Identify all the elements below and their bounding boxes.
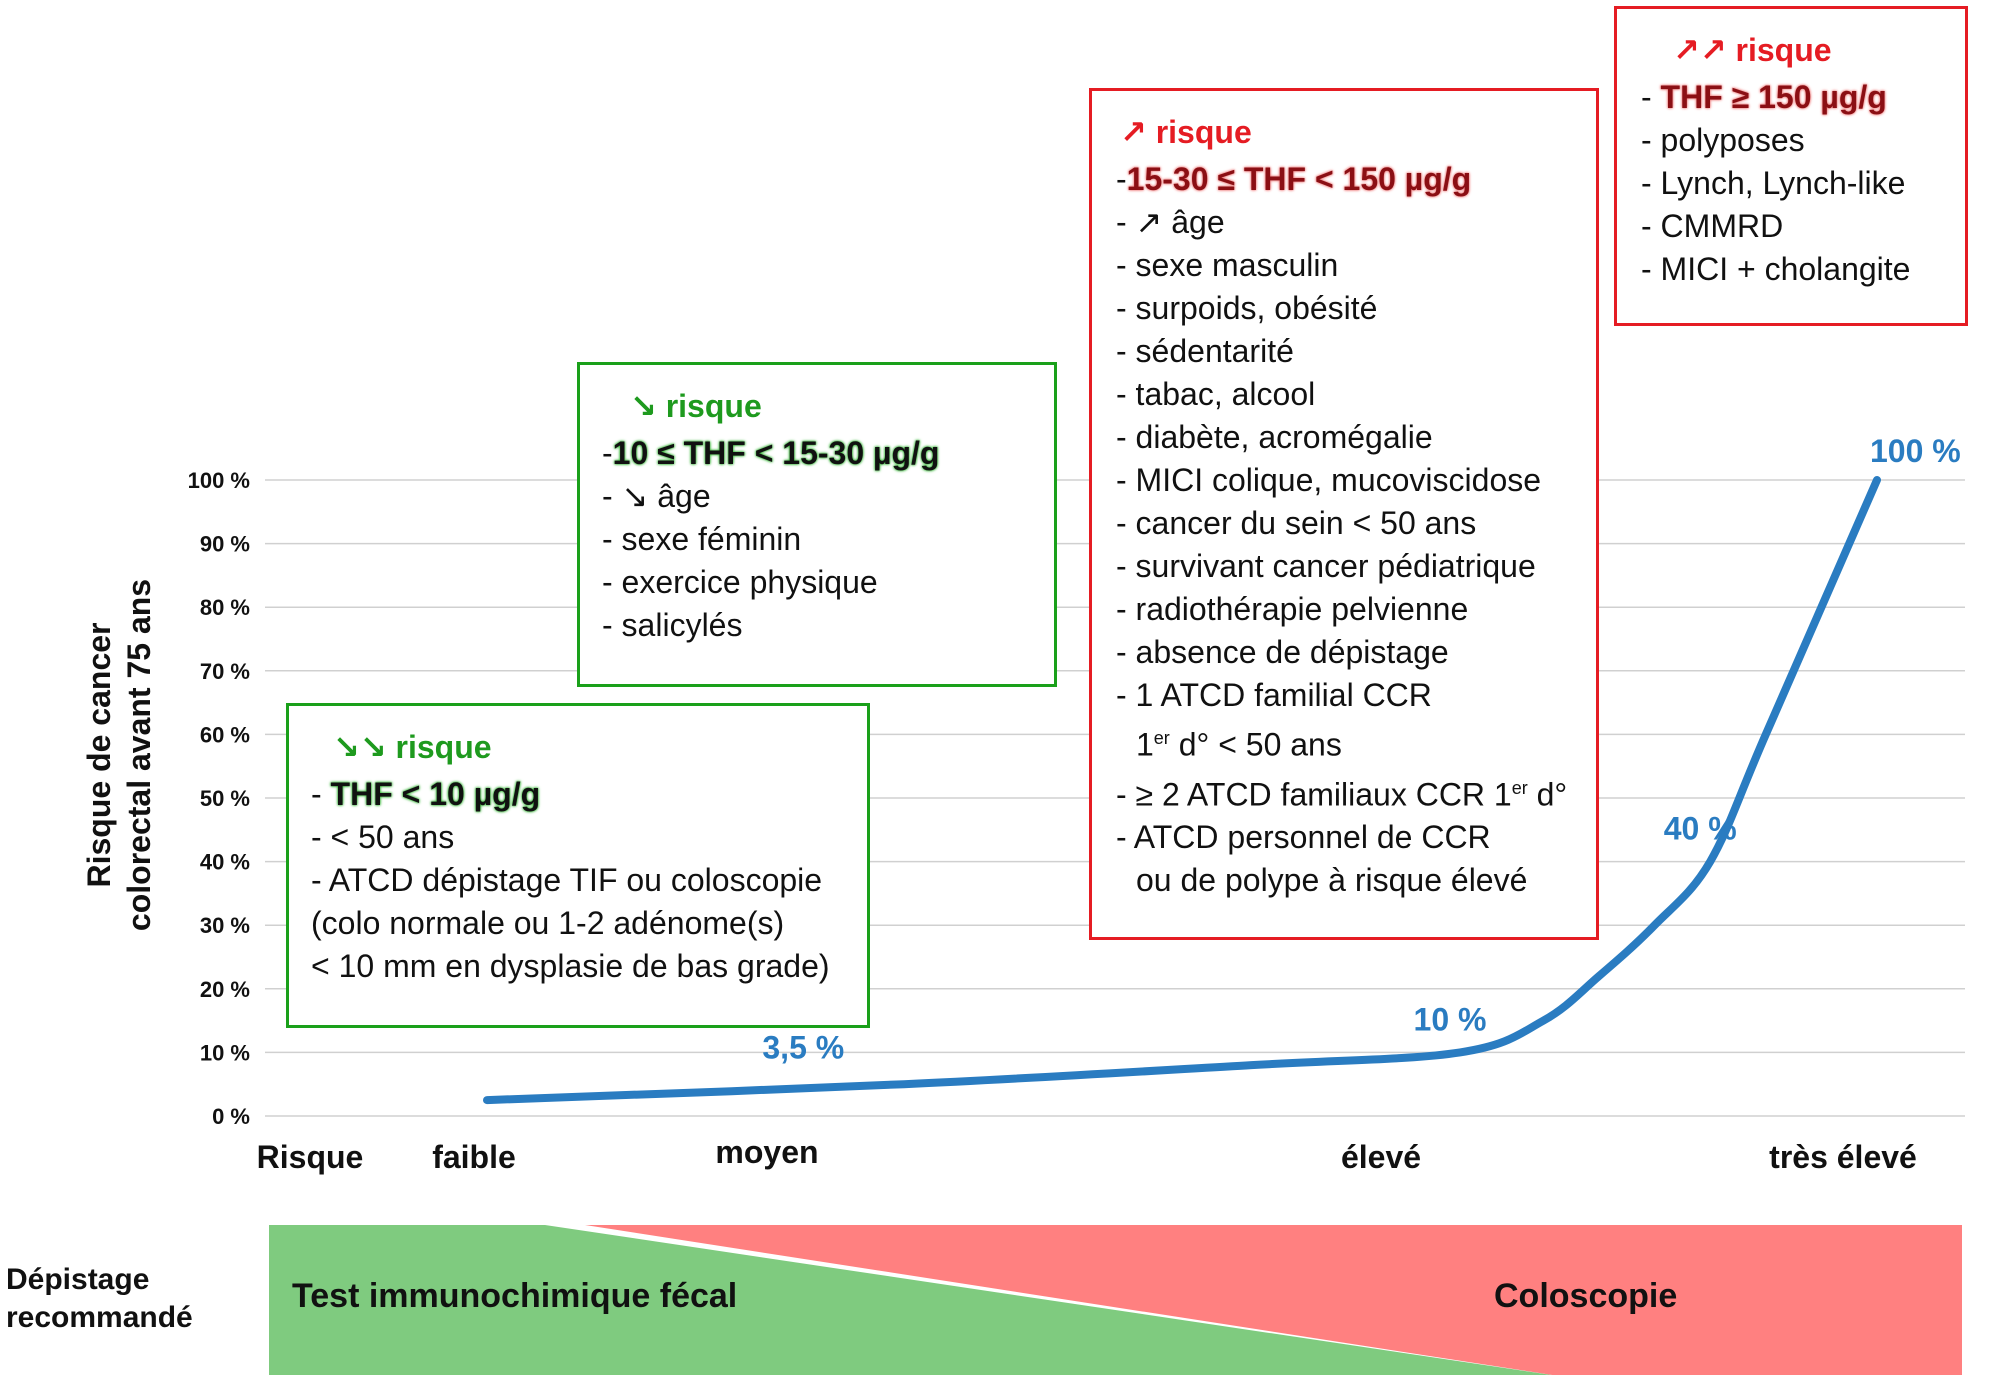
x-category-risque: Risque <box>257 1139 364 1175</box>
high-thf: 15-30 ≤ THF < 150 µg/g <box>1126 161 1472 197</box>
coloscopie-label: Coloscopie <box>1494 1277 1678 1315</box>
point-label: 100 % <box>1870 433 1961 469</box>
high-item: - MICI colique, mucoviscidose <box>1116 462 1542 498</box>
y-tick-label: 30 % <box>200 913 250 938</box>
y-axis-label-line2: colorectal avant 75 ans <box>121 579 157 931</box>
screening-band <box>269 1225 1962 1375</box>
low-risk-title: ↘ risque <box>630 388 762 424</box>
y-tick-label: 0 % <box>212 1104 250 1129</box>
high-item: - diabète, acromégalie <box>1116 419 1433 455</box>
high-item-two-atcd: - ≥ 2 ATCD familiaux CCR 1er d° <box>1116 767 1574 817</box>
high-two-atcd-a: - ≥ 2 ATCD familiaux CCR 1 <box>1116 776 1512 813</box>
very-high-thf: THF ≥ 150 µg/g <box>1660 79 1887 115</box>
high-item-polype: ou de polype à risque élevé <box>1136 862 1528 899</box>
x-category-tres-eleve: très élevé <box>1769 1139 1917 1175</box>
high-item: - sexe masculin <box>1116 247 1339 283</box>
point-label: 3,5 % <box>762 1030 844 1066</box>
point-label: 10 % <box>1414 1001 1487 1037</box>
very-low-thf: THF < 10 µg/g <box>330 776 541 812</box>
high-item-personal: - ATCD personnel de CCR <box>1116 819 1491 856</box>
low-item: - exercice physique <box>602 564 878 600</box>
high-item: - survivant cancer pédiatrique <box>1116 548 1536 584</box>
screening-label: Dépistage recommandé <box>6 1261 193 1337</box>
high-item: - tabac, alcool <box>1116 376 1316 412</box>
high-item: - 1 ATCD familial CCR <box>1116 677 1432 713</box>
x-category-moyen: moyen <box>715 1134 818 1170</box>
high-thf-line: -15-30 ≤ THF < 150 µg/g <box>1116 161 1472 197</box>
y-tick-label: 60 % <box>200 722 250 747</box>
very-high-thf-line: - THF ≥ 150 µg/g <box>1641 79 1887 115</box>
high-item-first-degree: 1er d° < 50 ans <box>1116 717 1574 767</box>
screening-label-line1: Dépistage <box>6 1263 150 1296</box>
very-low-risk-title: ↘↘ risque <box>333 729 492 765</box>
low-item: - sexe féminin <box>602 521 802 557</box>
fecal-test-label: Test immunochimique fécal <box>292 1277 738 1315</box>
y-axis-label-line1: Risque de cancer <box>81 623 117 888</box>
low-thf: 10 ≤ THF < 15-30 µg/g <box>612 435 940 471</box>
high-two-atcd-sup: er <box>1511 777 1528 798</box>
high-two-atcd-b: d° <box>1527 776 1568 813</box>
y-tick-label: 10 % <box>200 1040 250 1065</box>
y-tick-label: 100 % <box>188 468 250 493</box>
high-item: - absence de dépistage <box>1116 634 1449 670</box>
low-item: - salicylés <box>602 607 743 643</box>
y-tick-label: 90 % <box>200 532 250 557</box>
x-category-faible: faible <box>432 1139 516 1175</box>
very-low-item: (colo normale ou 1-2 adénome(s) <box>311 905 785 941</box>
very-high-item: - MICI + cholangite <box>1641 251 1911 287</box>
very-low-item: - ATCD dépistage TIF ou coloscopie <box>311 862 823 898</box>
high-item: - surpoids, obésité <box>1116 290 1378 326</box>
high-item: - radiothérapie pelvienne <box>1116 591 1469 627</box>
high-first-sup: er <box>1153 728 1170 748</box>
y-tick-label: 20 % <box>200 977 250 1002</box>
very-low-item: < 10 mm en dysplasie de bas grade) <box>311 948 830 984</box>
box-low-risk: ↘ risque -10 ≤ THF < 15-30 µg/g - ↘ âge … <box>577 362 1057 687</box>
very-high-item: - Lynch, Lynch-like <box>1641 165 1906 201</box>
high-item: - sédentarité <box>1116 333 1294 369</box>
point-label: 40 % <box>1664 811 1737 847</box>
box-very-low-risk: ↘↘ risque - THF < 10 µg/g - < 50 ans - A… <box>286 703 870 1028</box>
screening-section: Dépistage recommandé Test immunochimique… <box>0 1215 1990 1375</box>
very-low-item: - < 50 ans <box>311 819 455 855</box>
low-thf-line: -10 ≤ THF < 15-30 µg/g <box>602 435 940 471</box>
very-high-item: - polyposes <box>1641 122 1805 158</box>
y-tick-label: 80 % <box>200 595 250 620</box>
y-tick-label: 70 % <box>200 659 250 684</box>
high-item: - ↗ âge <box>1116 204 1225 240</box>
point-labels: 3,5 % 10 % 40 % 100 % <box>762 433 1960 1066</box>
screening-label-line2: recommandé <box>6 1301 193 1334</box>
coloscopie-band <box>585 1225 1962 1375</box>
high-first-a: 1 <box>1136 726 1154 763</box>
x-category-eleve: élevé <box>1341 1139 1421 1175</box>
high-first-b: d° < 50 ans <box>1169 726 1342 763</box>
very-low-thf-line: - THF < 10 µg/g <box>311 776 541 812</box>
y-tick-label: 40 % <box>200 850 250 875</box>
low-item: - ↘ âge <box>602 478 711 514</box>
box-very-high-risk: ↗↗ risque - THF ≥ 150 µg/g - polyposes -… <box>1614 6 1968 326</box>
y-axis-ticks: 0 % 10 % 20 % 30 % 40 % 50 % 60 % 70 % 80 % 90 % 1… <box>188 468 250 1129</box>
high-risk-title: ↗ risque <box>1120 114 1252 150</box>
very-high-item: - CMMRD <box>1641 208 1784 244</box>
risk-curve <box>483 476 1881 1105</box>
fecal-test-band <box>269 1225 1552 1375</box>
y-tick-label: 50 % <box>200 786 250 811</box>
high-item: - cancer du sein < 50 ans <box>1116 505 1477 541</box>
very-high-risk-title: ↗↗ risque <box>1673 32 1832 68</box>
box-high-risk: ↗ risque -15-30 ≤ THF < 150 µg/g - ↗ âge… <box>1089 88 1599 940</box>
